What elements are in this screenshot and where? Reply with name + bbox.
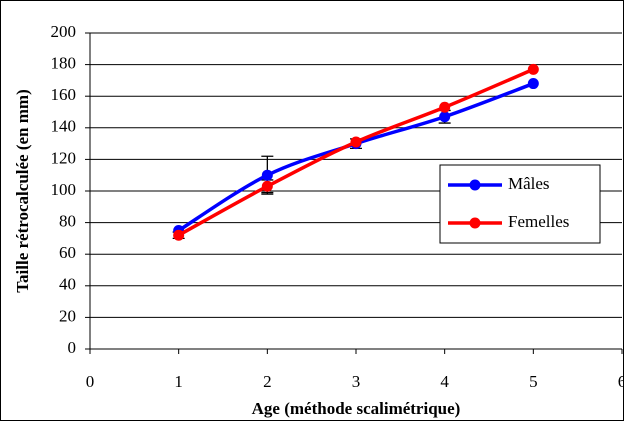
y-tick-label: 100 [51,180,77,199]
x-tick-label: 1 [174,372,183,391]
y-tick-label: 40 [59,275,76,294]
y-tick-label: 20 [59,306,76,325]
data-point [173,229,185,241]
y-tick-label: 200 [51,22,77,41]
data-point [527,78,539,90]
x-tick-label: 2 [263,372,272,391]
y-tick-label: 160 [51,85,77,104]
y-tick-label: 120 [51,148,77,167]
y-axis-title: Taille rétrocalculée (en mm) [13,89,32,292]
x-tick-label: 0 [86,372,95,391]
data-point [261,169,273,181]
legend-box [439,164,601,244]
x-tick-label: 6 [618,372,624,391]
data-point [439,101,451,113]
legend-label: Femelles [508,212,569,231]
y-tick-label: 80 [59,212,76,231]
y-tick-label: 140 [51,117,77,136]
legend-marker [469,217,481,229]
legend-marker [469,179,481,191]
y-tick-label: 0 [68,338,77,357]
data-point [261,180,273,192]
data-point [439,111,451,123]
x-tick-label: 5 [529,372,538,391]
x-tick-label: 4 [440,372,449,391]
data-point [350,136,362,148]
y-tick-label: 180 [51,54,77,73]
x-axis-title: Age (méthode scalimétrique) [252,399,461,418]
legend-label: Mâles [508,174,550,193]
data-point [527,63,539,75]
y-tick-label: 60 [59,243,76,262]
x-tick-label: 3 [352,372,361,391]
